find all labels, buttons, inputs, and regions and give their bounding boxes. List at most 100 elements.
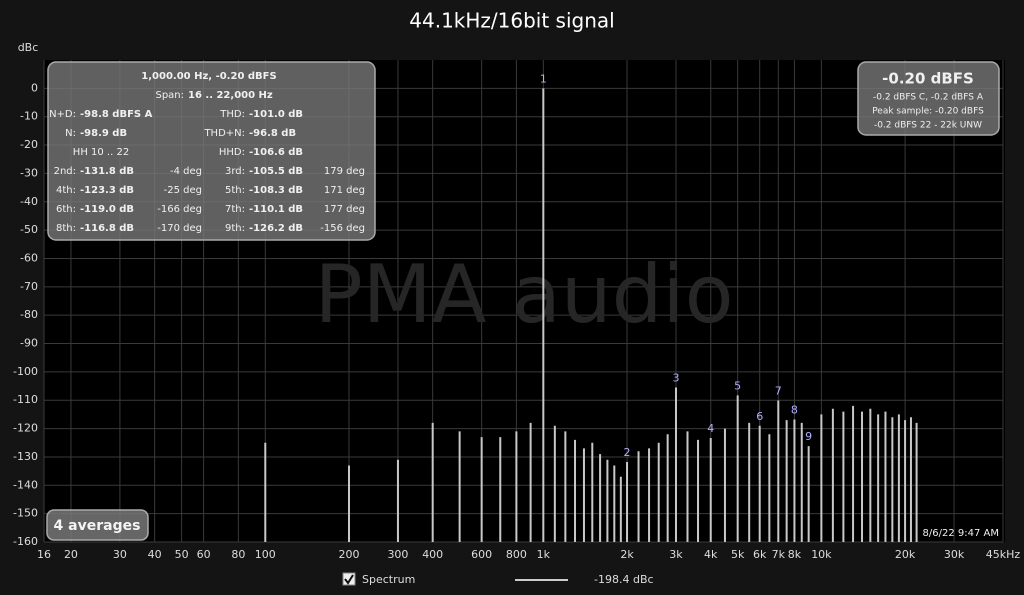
x-tick-label: 40 — [148, 548, 162, 561]
info-label: 4th: — [56, 185, 76, 196]
x-tick-label: 2k — [620, 548, 634, 561]
y-tick-label: -40 — [20, 195, 38, 208]
x-tick-label: 20k — [895, 548, 916, 561]
watermark: PMA audio — [314, 248, 733, 341]
y-tick-label: -150 — [13, 507, 38, 520]
legend-value: -198.4 dBc — [594, 573, 654, 586]
x-tick-label: 400 — [422, 548, 443, 561]
level-line: -0.2 dBFS 22 - 22k UNW — [874, 121, 982, 131]
info-value: -126.2 dB — [249, 223, 303, 234]
y-tick-label: -140 — [13, 478, 38, 491]
x-tick-label: 600 — [471, 548, 492, 561]
info-label: THD+N: — [203, 128, 245, 139]
y-tick-label: -20 — [20, 138, 38, 151]
harmonic-label: 6 — [756, 410, 763, 423]
info-value: -101.0 dB — [249, 109, 303, 120]
info-label: 3rd: — [225, 166, 245, 177]
level-line: -0.2 dBFS C, -0.2 dBFS A — [873, 93, 984, 103]
y-axis-label: dBc — [18, 41, 39, 54]
info-value: -123.3 dB — [80, 185, 134, 196]
info-label: HHD: — [219, 147, 245, 158]
x-tick-label: 6k — [753, 548, 767, 561]
y-tick-label: -10 — [20, 110, 38, 123]
info-label: 5th: — [225, 185, 245, 196]
info-phase: -166 deg — [157, 204, 202, 215]
info-panel: 1,000.00 Hz, -0.20 dBFS Span: 16 .. 22,0… — [47, 61, 376, 241]
info-label: 6th: — [56, 204, 76, 215]
info-value: -131.8 dB — [80, 166, 134, 177]
y-tick-label: -70 — [20, 280, 38, 293]
info-phase: 171 deg — [324, 185, 365, 196]
x-tick-label: 4k — [704, 548, 718, 561]
y-tick-label: -110 — [13, 393, 38, 406]
x-tick-label: 100 — [255, 548, 276, 561]
y-tick-label: 0 — [31, 81, 38, 94]
info-value: -96.8 dB — [249, 128, 296, 139]
info-header: 1,000.00 Hz, -0.20 dBFS — [141, 71, 276, 82]
info-phase: 177 deg — [324, 204, 365, 215]
x-tick-label: 45kHz — [986, 548, 1021, 561]
info-text: HH 10 .. 22 — [73, 147, 129, 158]
harmonic-label: 5 — [734, 379, 741, 392]
y-tick-label: -50 — [20, 223, 38, 236]
info-value: -108.3 dB — [249, 185, 303, 196]
y-tick-label: -130 — [13, 450, 38, 463]
x-tick-label: 16 — [37, 548, 51, 561]
x-tick-label: 20 — [64, 548, 78, 561]
harmonic-label: 2 — [624, 446, 631, 459]
info-phase: -156 deg — [320, 223, 365, 234]
info-value: -119.0 dB — [80, 204, 134, 215]
info-value: -98.9 dB — [80, 128, 127, 139]
span-value: 16 .. 22,000 Hz — [188, 90, 273, 101]
info-phase: -4 deg — [170, 166, 202, 177]
x-tick-label: 5k — [731, 548, 745, 561]
span-label: Span: — [155, 90, 184, 101]
info-label: 2nd: — [54, 166, 76, 177]
harmonic-label: 4 — [707, 422, 714, 435]
y-tick-label: -30 — [20, 166, 38, 179]
legend-label: Spectrum — [362, 573, 415, 586]
info-label: 8th: — [56, 223, 76, 234]
harmonic-label: 7 — [775, 385, 782, 398]
chart-title: 44.1kHz/16bit signal — [409, 9, 614, 33]
y-tick-label: -60 — [20, 251, 38, 264]
info-label: THD: — [219, 109, 245, 120]
x-tick-label: 800 — [506, 548, 527, 561]
harmonic-label: 3 — [672, 371, 679, 384]
y-tick-label: -160 — [13, 535, 38, 548]
info-label: 9th: — [225, 223, 245, 234]
x-tick-label: 3k — [669, 548, 683, 561]
info-value: -106.6 dB — [249, 147, 303, 158]
info-phase: 179 deg — [324, 166, 365, 177]
info-phase: -170 deg — [157, 223, 202, 234]
panel-box — [857, 61, 1000, 136]
x-tick-label: 1k — [537, 548, 551, 561]
info-phase: -25 deg — [164, 185, 202, 196]
x-tick-label: 50 — [175, 548, 189, 561]
averages-box — [46, 509, 149, 541]
harmonic-label: 9 — [805, 430, 812, 443]
info-label: N: — [65, 128, 76, 139]
x-tick-label: 30k — [944, 548, 965, 561]
level-line: Peak sample: -0.20 dBFS — [872, 107, 984, 117]
y-tick-label: -90 — [20, 337, 38, 350]
info-value: -105.5 dB — [249, 166, 303, 177]
x-tick-label: 300 — [387, 548, 408, 561]
x-tick-label: 10k — [811, 548, 832, 561]
y-tick-label: -80 — [20, 308, 38, 321]
info-label: 7th: — [225, 204, 245, 215]
x-tick-label: 30 — [113, 548, 127, 561]
panel-box — [47, 61, 376, 241]
averages: 4 averages — [54, 518, 141, 534]
harmonic-label: 8 — [791, 404, 798, 417]
harmonic-label: 1 — [540, 72, 547, 85]
x-tick-label: 8k — [788, 548, 802, 561]
y-tick-label: -100 — [13, 365, 38, 378]
y-tick-label: -120 — [13, 422, 38, 435]
check-mark — [344, 574, 354, 585]
info-label: N+D: — [49, 109, 76, 120]
x-tick-label: 80 — [231, 548, 245, 561]
info-value: -98.8 dBFS A — [80, 109, 153, 120]
